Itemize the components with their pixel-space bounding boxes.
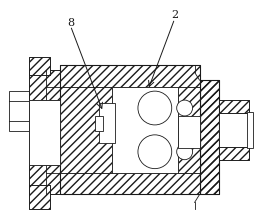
Bar [219, 100, 249, 160]
Bar [199, 80, 219, 194]
Bar [29, 57, 50, 75]
Circle shape [138, 91, 172, 125]
Bar [29, 70, 60, 194]
Bar [60, 65, 199, 87]
Bar [29, 184, 50, 209]
Bar [199, 80, 219, 194]
Bar [29, 184, 50, 209]
Bar [178, 116, 199, 148]
Bar [60, 87, 112, 173]
Bar [178, 87, 199, 173]
Text: 8: 8 [67, 18, 74, 28]
Circle shape [177, 100, 192, 116]
Text: 2: 2 [171, 10, 178, 20]
Bar [29, 165, 60, 194]
Bar [112, 103, 130, 155]
Bar [199, 80, 219, 194]
Bar [99, 103, 115, 143]
Bar [95, 116, 103, 131]
Bar [247, 112, 253, 148]
Bar [29, 57, 50, 75]
Bar [219, 147, 249, 160]
Circle shape [177, 144, 192, 160]
Bar [29, 70, 60, 100]
Bar [112, 87, 178, 173]
Bar [9, 91, 29, 131]
Bar [219, 100, 249, 113]
Circle shape [138, 135, 172, 169]
Bar [29, 100, 60, 165]
Bar [60, 173, 199, 194]
Bar [60, 65, 199, 194]
